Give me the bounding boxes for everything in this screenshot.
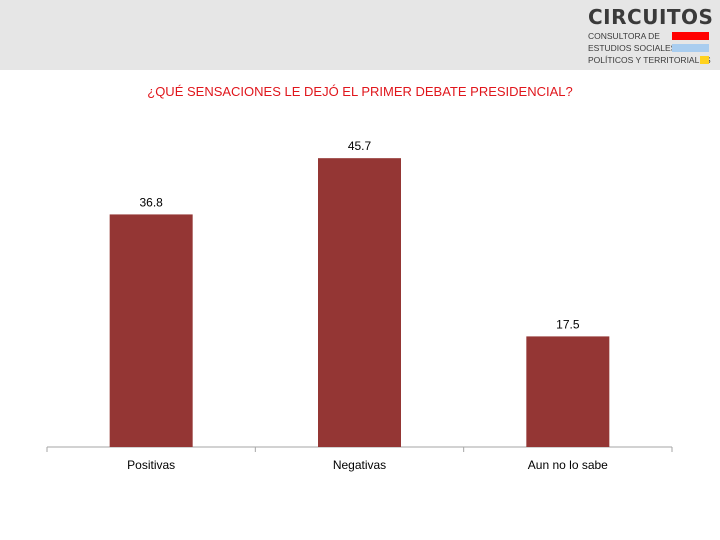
bar-1 bbox=[109, 214, 193, 447]
category-label-3: Aun no lo sabe bbox=[528, 458, 608, 472]
logo-line-3: POLÍTICOS Y TERRITORIALES bbox=[588, 55, 711, 65]
logo-line-2: ESTUDIOS SOCIALES, bbox=[588, 43, 679, 53]
category-label-1: Positivas bbox=[127, 458, 175, 472]
logo-stripe-yellow bbox=[700, 56, 709, 64]
bar-2 bbox=[318, 158, 401, 447]
category-label-2: Negativas bbox=[333, 458, 386, 472]
logo-line-1: CONSULTORA DE bbox=[588, 31, 660, 41]
data-label-2: 45.7 bbox=[348, 139, 372, 153]
header-band bbox=[0, 0, 720, 70]
logo-stripe-red bbox=[672, 32, 709, 40]
logo-stripe-blue bbox=[672, 44, 709, 52]
circuitos-logo: CIRCUITOS CONSULTORA DE ESTUDIOS SOCIALE… bbox=[588, 5, 714, 65]
bar-3 bbox=[526, 336, 610, 447]
logo-name: CIRCUITOS bbox=[588, 5, 714, 29]
chart-title: ¿QUÉ SENSACIONES LE DEJÓ EL PRIMER DEBAT… bbox=[147, 84, 573, 99]
data-label-1: 36.8 bbox=[139, 195, 163, 209]
data-label-3: 17.5 bbox=[556, 317, 580, 331]
